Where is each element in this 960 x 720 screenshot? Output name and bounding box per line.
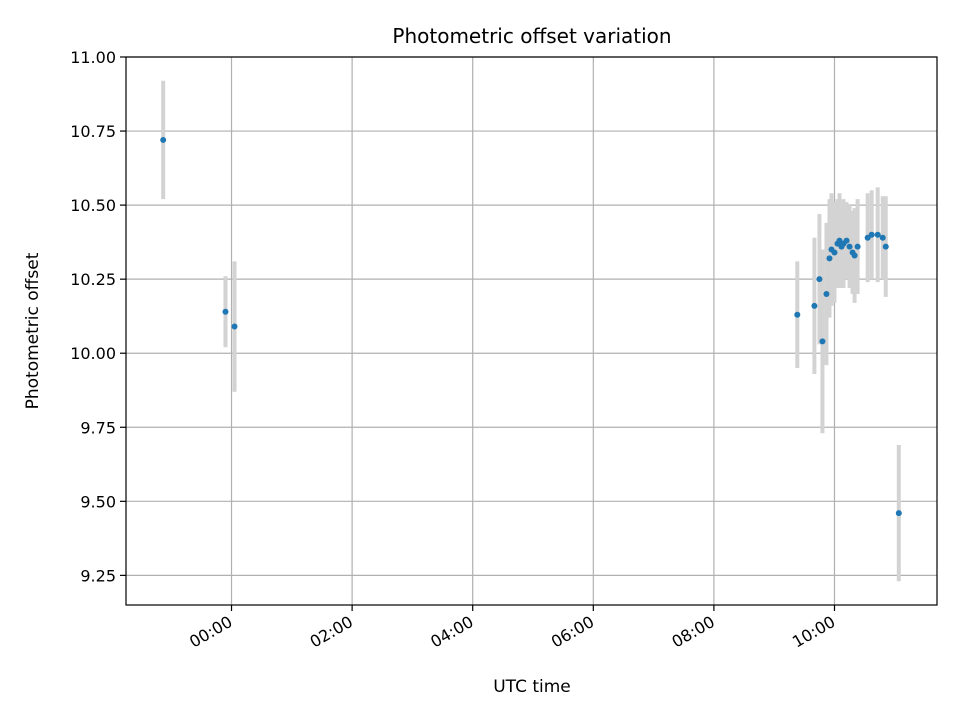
data-point (874, 231, 881, 238)
y-tick-label: 10.50 (70, 196, 116, 215)
data-point (816, 276, 823, 283)
data-point (794, 311, 801, 318)
y-tick-label: 9.75 (80, 418, 116, 437)
data-point (846, 243, 853, 250)
data-point (831, 249, 838, 256)
y-axis-label: Photometric offset (23, 252, 43, 409)
x-axis-label: UTC time (493, 677, 571, 697)
data-point (851, 252, 858, 259)
y-tick-label: 10.25 (70, 270, 116, 289)
data-point (854, 243, 861, 250)
y-tick-label: 9.25 (80, 566, 116, 585)
data-point (231, 323, 238, 330)
data-point (823, 290, 830, 297)
plot-frame (125, 56, 938, 606)
data-point (811, 302, 818, 309)
data-points (160, 136, 902, 517)
y-tick-label: 10.00 (70, 344, 116, 363)
data-point (879, 234, 886, 241)
data-point (222, 308, 229, 315)
data-point (868, 231, 875, 238)
data-point (895, 510, 902, 517)
data-point (826, 255, 833, 262)
data-point (160, 136, 167, 143)
y-tick-label: 11.00 (70, 48, 116, 67)
y-tick-label: 9.50 (80, 492, 116, 511)
data-point (819, 338, 826, 345)
chart-title: Photometric offset variation (392, 24, 671, 48)
data-point (843, 237, 850, 244)
data-point (882, 243, 889, 250)
y-axis: 9.25 9.50 9.75 10.00 10.25 10.50 10.75 11.00 (70, 48, 126, 585)
y-tick-label: 10.75 (70, 122, 116, 141)
